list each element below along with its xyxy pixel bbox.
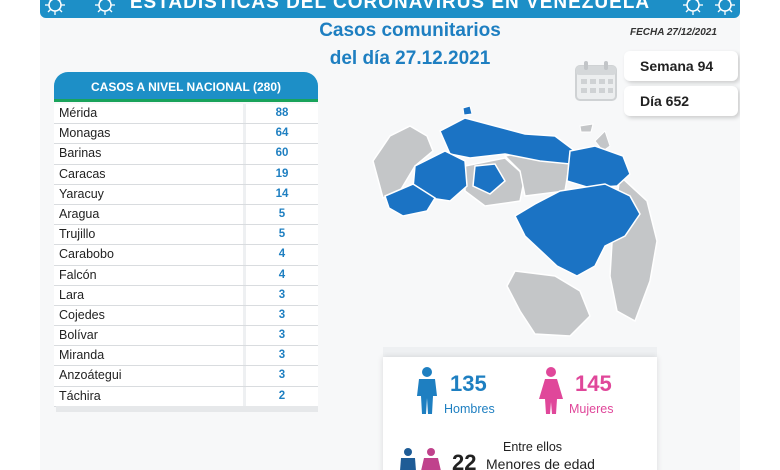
table-row: Lara 3 <box>54 285 318 306</box>
table-row: Trujillo 5 <box>54 225 318 246</box>
map-region <box>579 123 594 133</box>
men-count: 135 <box>450 371 487 396</box>
women-label: Mujeres <box>569 402 614 416</box>
infographic: ESTADÍSTICAS DEL CORONAVIRUS EN VENEZUEL… <box>40 0 740 470</box>
state-name: Barinas <box>54 144 246 164</box>
case-count: 5 <box>246 225 318 245</box>
table-row: Aragua 5 <box>54 204 318 226</box>
main-title-line1: Casos comunitarios <box>319 20 501 41</box>
map-region <box>506 270 591 337</box>
table-shadow <box>56 406 318 412</box>
virus-icon <box>95 0 115 15</box>
women-count: 145 <box>575 371 612 396</box>
right-frame <box>740 0 780 470</box>
table-row: Cojedes 3 <box>54 305 318 327</box>
virus-icon <box>45 0 65 15</box>
state-name: Monagas <box>54 124 246 144</box>
case-count: 4 <box>246 245 318 265</box>
calendar-icon <box>575 61 617 101</box>
map-region <box>514 183 641 277</box>
state-name: Yaracuy <box>54 184 246 204</box>
map-region <box>566 145 631 189</box>
female-icon <box>539 367 563 414</box>
cases-table: Mérida 88 Monagas 64 Barinas 60 Caracas 19 Yarac… <box>54 104 318 407</box>
table-row: Bolívar 3 <box>54 326 318 347</box>
minors-count: 22 <box>452 450 477 470</box>
case-count: 3 <box>246 346 318 366</box>
table-row: Carabobo 4 <box>54 245 318 266</box>
table-row: Táchira 2 <box>54 386 318 407</box>
banner-title: ESTADÍSTICAS DEL CORONAVIRUS EN VENEZUEL… <box>129 0 651 13</box>
table-row: Mérida 88 <box>54 104 318 125</box>
case-count: 3 <box>246 366 318 386</box>
case-count: 64 <box>246 124 318 144</box>
table-row: Falcón 4 <box>54 265 318 286</box>
day-badge: Día 652 <box>624 86 738 116</box>
table-row: Miranda 3 <box>54 346 318 367</box>
case-count: 3 <box>246 326 318 346</box>
state-name: Bolívar <box>54 326 246 346</box>
state-name: Táchira <box>54 386 246 406</box>
case-count: 14 <box>246 184 318 204</box>
state-name: Miranda <box>54 346 246 366</box>
table-row: Monagas 64 <box>54 124 318 145</box>
venezuela-map <box>372 106 658 337</box>
state-name: Trujillo <box>54 225 246 245</box>
national-cases-header: CASOS A NIVEL NACIONAL (280) <box>54 72 318 102</box>
state-name: Mérida <box>54 104 246 124</box>
top-banner <box>40 0 740 18</box>
state-name: Carabobo <box>54 245 246 265</box>
case-count: 3 <box>246 285 318 305</box>
state-name: Falcón <box>54 265 246 285</box>
table-row: Anzoátegui 3 <box>54 366 318 387</box>
case-count: 19 <box>246 164 318 184</box>
virus-icon <box>683 0 703 15</box>
among-them-label: Entre ellos <box>503 440 563 454</box>
case-count: 3 <box>246 305 318 326</box>
virus-icon <box>715 0 735 15</box>
case-count: 88 <box>246 104 318 124</box>
minors-label: Menores de edad <box>486 456 595 470</box>
state-name: Lara <box>54 285 246 305</box>
map-region <box>472 163 506 195</box>
case-count: 2 <box>246 386 318 406</box>
table-row: Yaracuy 14 <box>54 184 318 205</box>
gender-box-header <box>383 347 657 357</box>
map-region <box>384 183 437 217</box>
left-frame <box>0 0 40 470</box>
state-name: Cojedes <box>54 305 246 326</box>
state-name: Aragua <box>54 204 246 225</box>
case-count: 5 <box>246 204 318 225</box>
case-count: 60 <box>246 144 318 164</box>
main-title-line2: del día 27.12.2021 <box>329 48 491 69</box>
men-label: Hombres <box>444 402 495 416</box>
map-region <box>462 106 473 116</box>
state-name: Caracas <box>54 164 246 184</box>
children-icon <box>400 448 441 470</box>
male-icon <box>417 367 437 414</box>
case-count: 4 <box>246 265 318 285</box>
table-row: Caracas 19 <box>54 164 318 185</box>
week-badge: Semana 94 <box>624 51 738 81</box>
date-label: FECHA 27/12/2021 <box>630 27 717 38</box>
table-row: Barinas 60 <box>54 144 318 165</box>
state-name: Anzoátegui <box>54 366 246 386</box>
